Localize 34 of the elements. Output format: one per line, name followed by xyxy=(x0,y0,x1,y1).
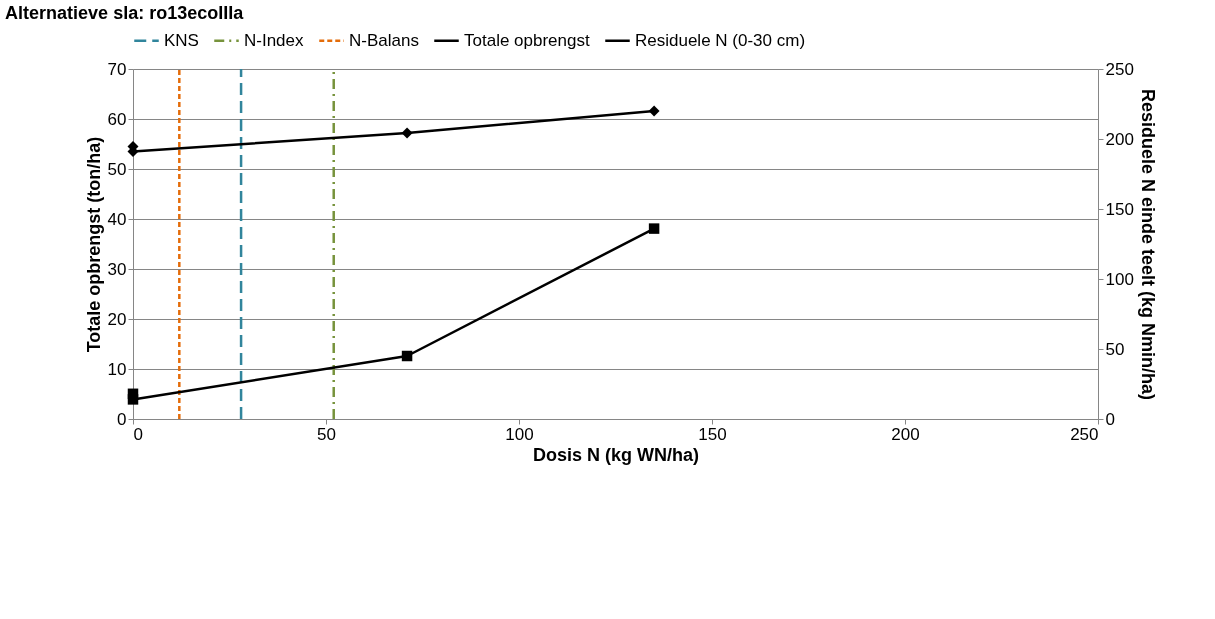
y-tick-label: 30 xyxy=(107,259,127,279)
y-tick-label: 40 xyxy=(107,209,127,229)
chart-title: Alternatieve sla: ro13ecoIIIa xyxy=(5,3,245,23)
point xyxy=(648,223,660,234)
y-tick-label: 70 xyxy=(107,59,127,79)
legend-label: KNS xyxy=(164,30,199,50)
point xyxy=(648,105,660,117)
x-axis-title: Dosis N (kg WN/ha) xyxy=(532,444,700,465)
x-tick-label: 100 xyxy=(505,424,534,444)
y-tick-label: 10 xyxy=(107,359,127,379)
y-tick-label: 50 xyxy=(107,159,127,179)
y2-axis-title: Residuele N einde teelt (kg Nmin/ha) xyxy=(1137,88,1158,401)
y-tick-label: 20 xyxy=(107,309,127,329)
point xyxy=(401,350,413,362)
y2-tick-label: 100 xyxy=(1105,269,1134,289)
y2-tick-label: 250 xyxy=(1105,59,1134,79)
y2-tick-label: 150 xyxy=(1105,199,1134,219)
legend-label: Totale opbrengst xyxy=(464,30,590,50)
x-tick-label: 250 xyxy=(1070,424,1099,444)
y-axis-title: Totale opbrengst (ton/ha) xyxy=(83,136,104,353)
legend-label: N-Index xyxy=(244,30,305,50)
x-tick-label: 150 xyxy=(698,424,727,444)
y2-tick-label: 0 xyxy=(1105,409,1115,429)
legend-label: Residuele N (0-30 cm) xyxy=(635,30,806,50)
point xyxy=(127,394,139,405)
legend-label: N-Balans xyxy=(349,30,419,50)
y2-tick-label: 50 xyxy=(1105,339,1125,359)
x-tick-label: 200 xyxy=(891,424,920,444)
y-tick-label: 60 xyxy=(107,109,127,129)
point xyxy=(401,127,413,139)
x-tick-label: 0 xyxy=(133,424,143,444)
y2-tick-label: 200 xyxy=(1105,129,1134,149)
x-tick-label: 50 xyxy=(317,424,336,444)
y-tick-label: 0 xyxy=(117,409,127,429)
